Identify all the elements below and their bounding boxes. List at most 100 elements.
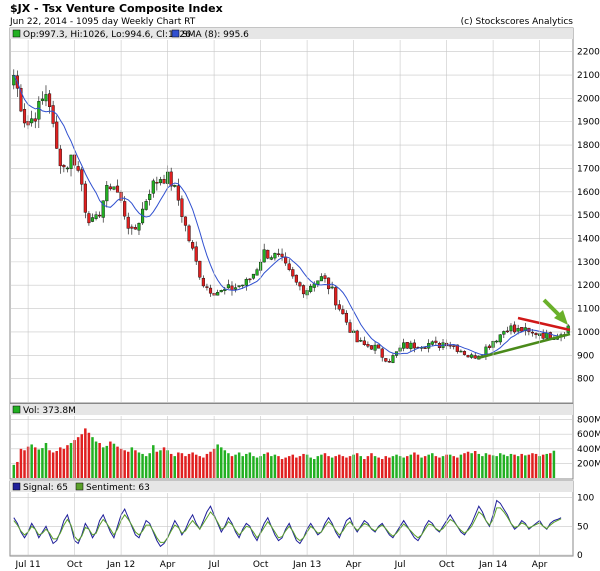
time-tick-label: Oct: [67, 560, 83, 570]
candle-body: [191, 242, 195, 249]
candle-body: [230, 285, 234, 291]
candle-body: [33, 118, 37, 122]
volume-bar: [19, 448, 23, 478]
volume-bar: [169, 453, 173, 478]
price-tick-label: 1900: [577, 118, 600, 128]
volume-bar: [180, 453, 184, 478]
volume-bar: [409, 454, 413, 478]
candle-body: [276, 253, 281, 255]
volume-bar: [134, 450, 137, 478]
volume-bar: [270, 456, 273, 478]
candle-body: [180, 198, 184, 217]
candle-body: [244, 278, 248, 286]
volume-bar: [245, 453, 248, 478]
time-tick-label: Oct: [253, 560, 269, 570]
sma-line: [13, 74, 569, 356]
chart-subtitle: Jun 22, 2014 - 1095 day Weekly Chart RT: [10, 17, 196, 27]
volume-bar: [152, 445, 155, 478]
candle-body: [530, 331, 535, 334]
candle-body: [334, 287, 338, 306]
oscillator-tick-label: 100: [577, 494, 594, 504]
candle-body: [337, 304, 341, 310]
volume-bar: [330, 457, 334, 478]
volume-bar: [402, 457, 405, 478]
volume-bar: [94, 441, 98, 478]
candle-body: [123, 201, 127, 217]
candle-body: [520, 327, 524, 332]
volume-bar: [237, 452, 241, 478]
volume-y-axis: 200M 400M 600M 800M: [577, 416, 600, 470]
candle-body: [137, 223, 141, 231]
volume-bar: [348, 456, 352, 478]
volume-bar: [55, 451, 58, 478]
price-tick-label: 1500: [577, 211, 600, 221]
volume-bar: [438, 457, 441, 478]
volume-bar: [298, 456, 302, 478]
candle-body: [498, 334, 502, 343]
volume-bar: [524, 455, 527, 478]
candle-body: [237, 285, 241, 287]
volume-bar: [431, 453, 434, 478]
volume-bar: [184, 456, 187, 478]
oscillator-grid: [10, 497, 573, 556]
candle-body: [144, 201, 148, 210]
candle-body: [198, 260, 202, 278]
candle-body: [423, 347, 427, 349]
volume-bar: [534, 453, 538, 478]
volume-bar: [516, 456, 520, 478]
volume-bar: [459, 454, 463, 478]
volume-bar: [320, 454, 323, 478]
price-y-axis: 800 900 1000 1100 1200 1300 1400 1500 1600 1700 18…: [577, 48, 600, 385]
candle-body: [22, 109, 27, 124]
candle-body: [173, 185, 177, 187]
candle-body: [455, 344, 459, 352]
price-tick-label: 800: [577, 375, 594, 385]
candle-body: [58, 148, 62, 167]
volume-bar: [44, 442, 48, 478]
candle-body: [287, 263, 291, 270]
candle-body: [162, 178, 166, 184]
candle-body: [208, 287, 213, 294]
volume-bar: [16, 461, 19, 478]
candle-body: [40, 98, 44, 101]
candle-body: [326, 277, 331, 290]
volume-tick-label: 800M: [577, 416, 600, 426]
volume-bar: [302, 453, 305, 478]
price-tick-label: 2200: [577, 48, 600, 58]
volume-bar: [291, 454, 295, 478]
volume-bar: [116, 446, 119, 478]
candle-body: [266, 249, 270, 259]
volume-bar: [227, 453, 230, 478]
volume-bar: [341, 456, 345, 478]
candle-body: [226, 284, 230, 289]
volume-legend: Vol: 373.8M: [12, 405, 76, 416]
time-tick-label: Apr: [346, 560, 362, 570]
candle-body: [369, 345, 374, 350]
volume-bar: [105, 445, 109, 478]
candle-body: [65, 167, 70, 170]
volume-bar: [241, 456, 244, 478]
candle-body: [319, 276, 323, 282]
volume-bar: [456, 457, 459, 478]
candle-body: [487, 345, 492, 348]
oscillator-legend: Signal: 65 Sentiment: 63: [12, 482, 150, 493]
volume-bar: [162, 447, 166, 478]
volume-bar: [395, 454, 398, 478]
volume-bar: [463, 453, 466, 478]
volume-bar: [12, 464, 16, 478]
candle-body: [51, 105, 55, 124]
volume-bar: [173, 456, 177, 478]
signal-line: [13, 499, 562, 548]
volume-bar: [380, 459, 384, 478]
price-legend-candle-icon: [12, 29, 21, 38]
candle-body: [366, 344, 370, 347]
volume-bar: [126, 451, 130, 478]
volume-bar: [202, 457, 205, 478]
candle-body: [466, 355, 470, 358]
volume-tick-label: 200M: [577, 459, 600, 469]
volume-bar: [545, 453, 549, 478]
candle-body: [462, 351, 467, 355]
volume-bar: [470, 453, 473, 478]
candle-body: [69, 154, 73, 169]
volume-bar: [187, 453, 191, 478]
